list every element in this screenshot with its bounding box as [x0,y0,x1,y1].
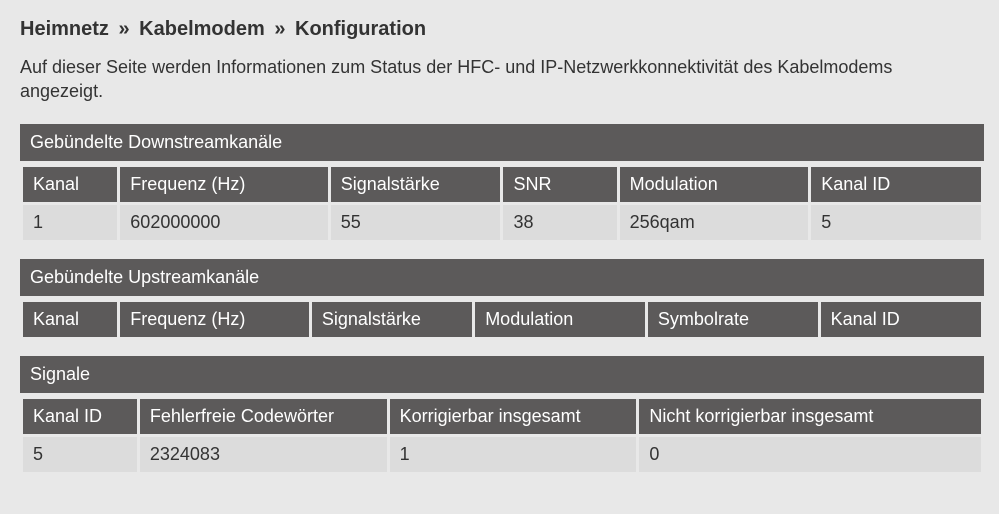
upstream-table: KanalFrequenz (Hz)SignalstärkeModulation… [20,299,984,340]
downstream-col-header: SNR [503,167,616,202]
signals-cell: 0 [639,437,981,472]
breadcrumb-separator: » [274,18,285,40]
signals-table: Kanal IDFehlerfreie CodewörterKorrigierb… [20,396,984,475]
downstream-cell: 5 [811,205,981,240]
signals-col-header: Nicht korrigierbar insgesamt [639,399,981,434]
downstream-table: KanalFrequenz (Hz)SignalstärkeSNRModulat… [20,164,984,243]
breadcrumb-item: Kabelmodem [139,18,265,40]
table-row: 16020000005538256qam5 [23,205,981,240]
downstream-cell: 602000000 [120,205,327,240]
signals-cell: 1 [390,437,637,472]
upstream-col-header: Signalstärke [312,302,472,337]
upstream-col-header: Kanal ID [821,302,981,337]
upstream-table-block: Gebündelte Upstreamkanäle KanalFrequenz … [20,259,984,340]
signals-col-header: Fehlerfreie Codewörter [140,399,387,434]
upstream-col-header: Kanal [23,302,117,337]
upstream-col-header: Frequenz (Hz) [120,302,309,337]
table-row: 5232408310 [23,437,981,472]
signals-col-header: Kanal ID [23,399,137,434]
downstream-cell: 55 [331,205,501,240]
downstream-table-title: Gebündelte Downstreamkanäle [20,124,984,161]
signals-col-header: Korrigierbar insgesamt [390,399,637,434]
downstream-col-header: Kanal ID [811,167,981,202]
upstream-table-title: Gebündelte Upstreamkanäle [20,259,984,296]
downstream-col-header: Modulation [620,167,809,202]
signals-table-block: Signale Kanal IDFehlerfreie CodewörterKo… [20,356,984,475]
breadcrumb-item: Heimnetz [20,18,109,40]
upstream-col-header: Modulation [475,302,645,337]
downstream-col-header: Frequenz (Hz) [120,167,327,202]
breadcrumb-separator: » [118,18,129,40]
breadcrumb: Heimnetz » Kabelmodem » Konfiguration [20,18,979,41]
signals-cell: 2324083 [140,437,387,472]
downstream-cell: 38 [503,205,616,240]
page-description: Auf dieser Seite werden Informationen zu… [20,55,979,104]
upstream-col-header: Symbolrate [648,302,818,337]
downstream-table-block: Gebündelte Downstreamkanäle KanalFrequen… [20,124,984,243]
signals-table-title: Signale [20,356,984,393]
downstream-cell: 1 [23,205,117,240]
breadcrumb-item: Konfiguration [295,18,426,40]
signals-cell: 5 [23,437,137,472]
downstream-cell: 256qam [620,205,809,240]
downstream-col-header: Kanal [23,167,117,202]
downstream-col-header: Signalstärke [331,167,501,202]
